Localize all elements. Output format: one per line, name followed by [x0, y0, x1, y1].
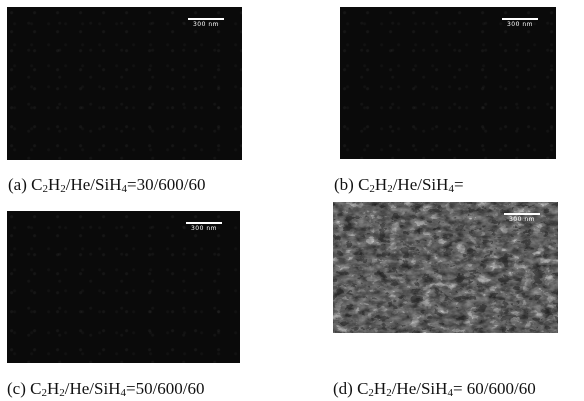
- scale-bar-a: 300 nm: [184, 15, 228, 31]
- caption-a-middle-2: /He/SiH: [65, 175, 122, 194]
- caption-a-subscript-3: 4: [121, 183, 127, 195]
- scale-bar-d: 300 nm: [500, 210, 544, 226]
- caption-b-middle-2: /He/SiH: [392, 175, 449, 194]
- caption-c-subscript-1: 2: [41, 387, 47, 399]
- caption-b-middle-1: H: [374, 175, 388, 194]
- scale-bar-c-line: [186, 222, 222, 224]
- caption-d-subscript-3: 4: [447, 387, 453, 399]
- caption-c-middle-1: H: [46, 379, 60, 398]
- scale-bar-a-line: [188, 18, 224, 20]
- caption-a-ratio: =30/600/60: [126, 175, 206, 194]
- micrograph-a: 300 nm: [7, 7, 242, 160]
- caption-b-ratio: =: [453, 175, 464, 194]
- caption-c-ratio: =50/600/60: [125, 379, 205, 398]
- scale-bar-b: 300 nm: [498, 15, 542, 31]
- micrograph-b: 300 nm: [340, 7, 556, 159]
- caption-d-middle-2: /He/SiH: [391, 379, 448, 398]
- caption-d-prefix: (d) C: [333, 379, 369, 398]
- caption-a-subscript-1: 2: [42, 183, 48, 195]
- micrograph-b-texture: [340, 7, 556, 159]
- micrograph-d-texture: [333, 202, 558, 333]
- scale-bar-b-label: 300 nm: [506, 21, 533, 28]
- caption-b: (b) C2H2/He/SiH4=: [334, 175, 464, 195]
- caption-c: (c) C2H2/He/SiH4=50/600/60: [7, 379, 205, 399]
- caption-d-subscript-1: 2: [368, 387, 374, 399]
- caption-a: (a) C2H2/He/SiH4=30/600/60: [8, 175, 206, 195]
- caption-a-middle-1: H: [47, 175, 61, 194]
- scale-bar-b-line: [502, 18, 538, 20]
- scale-bar-d-line: [504, 213, 540, 215]
- scale-bar-d-label: 300 nm: [508, 216, 535, 223]
- micrograph-c: 300 nm: [7, 211, 240, 363]
- scale-bar-c: 300 nm: [182, 219, 226, 235]
- caption-b-subscript-3: 4: [448, 183, 454, 195]
- caption-c-subscript-2: 2: [59, 387, 65, 399]
- caption-b-prefix: (b) C: [334, 175, 370, 194]
- caption-b-subscript-1: 2: [369, 183, 375, 195]
- micrograph-c-texture: [7, 211, 240, 363]
- caption-d-middle-1: H: [373, 379, 387, 398]
- caption-a-prefix: (a) C: [8, 175, 43, 194]
- caption-d-ratio: = 60/600/60: [452, 379, 536, 398]
- micrograph-a-texture: [7, 7, 242, 160]
- caption-a-subscript-2: 2: [60, 183, 66, 195]
- micrograph-d: 300 nm: [333, 202, 558, 333]
- caption-d-subscript-2: 2: [386, 387, 392, 399]
- caption-d: (d) C2H2/He/SiH4= 60/600/60: [333, 379, 536, 399]
- scale-bar-a-label: 300 nm: [192, 21, 219, 28]
- caption-c-prefix: (c) C: [7, 379, 42, 398]
- scale-bar-c-label: 300 nm: [190, 225, 217, 232]
- caption-b-subscript-2: 2: [387, 183, 393, 195]
- caption-c-subscript-3: 4: [120, 387, 126, 399]
- caption-c-middle-2: /He/SiH: [64, 379, 121, 398]
